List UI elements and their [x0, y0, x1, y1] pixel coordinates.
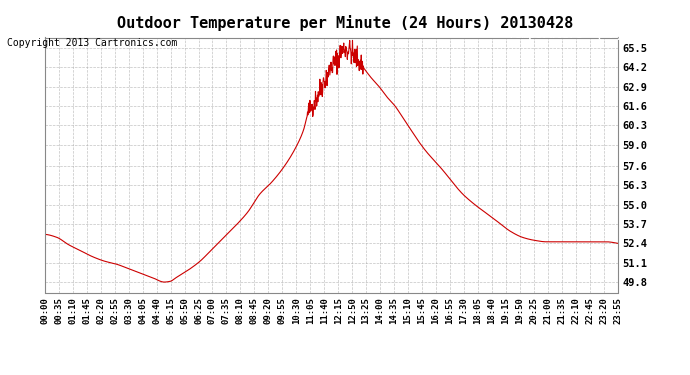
Text: Temperature  (°F): Temperature (°F) [509, 30, 623, 40]
Text: Outdoor Temperature per Minute (24 Hours) 20130428: Outdoor Temperature per Minute (24 Hours… [117, 15, 573, 31]
Text: Copyright 2013 Cartronics.com: Copyright 2013 Cartronics.com [7, 38, 177, 48]
